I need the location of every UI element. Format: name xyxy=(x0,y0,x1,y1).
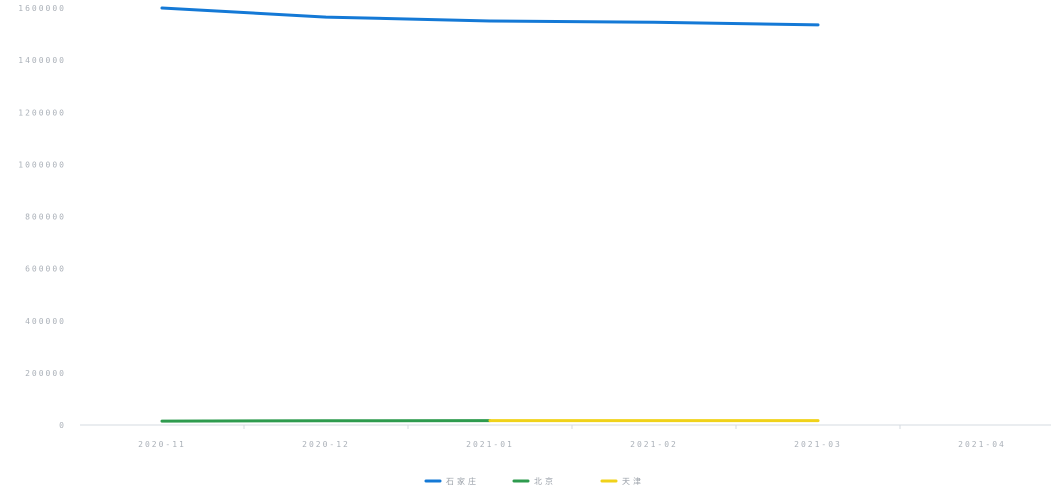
y-axis: 1600000 1400000 1200000 1000000 800000 600000… xyxy=(18,4,66,430)
y-tick-label: 1600000 xyxy=(18,4,66,13)
y-tick-label: 0 xyxy=(59,421,66,430)
legend-label: 北京 xyxy=(534,476,556,486)
x-tick-label: 2020-12 xyxy=(302,440,350,449)
y-tick-label: 800000 xyxy=(25,213,66,222)
series-line-0 xyxy=(160,6,820,27)
y-tick-label: 600000 xyxy=(25,265,66,274)
legend: 石家庄 北京 天津 xyxy=(424,476,644,486)
x-tick-label: 2021-02 xyxy=(630,440,678,449)
y-tick-label: 400000 xyxy=(25,317,66,326)
x-tick-label: 2021-03 xyxy=(794,440,842,449)
y-tick-label: 1200000 xyxy=(18,108,66,117)
x-tick-label: 2020-11 xyxy=(138,440,186,449)
legend-label: 天津 xyxy=(622,476,644,486)
series-lines xyxy=(160,6,820,423)
x-tick-label: 2021-04 xyxy=(958,440,1006,449)
x-axis: 2020-11 2020-12 2021-01 2021-02 2021-03 2021-… xyxy=(138,425,1006,449)
y-tick-label: 1000000 xyxy=(18,160,66,169)
y-tick-label: 200000 xyxy=(25,369,66,378)
legend-label: 石家庄 xyxy=(446,476,479,486)
series-line-1 xyxy=(160,419,492,423)
y-tick-label: 1400000 xyxy=(18,56,66,65)
x-tick-label: 2021-01 xyxy=(466,440,514,449)
